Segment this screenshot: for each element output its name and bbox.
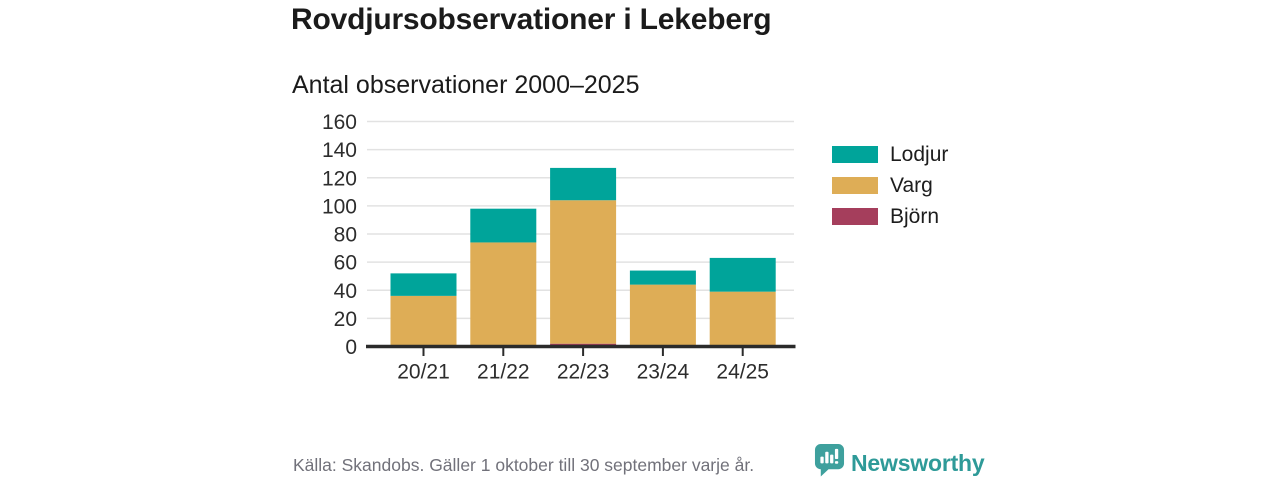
x-axis-tick-label: 20/21 bbox=[397, 361, 450, 384]
bar-segment-varg bbox=[629, 284, 696, 347]
legend-swatch-varg bbox=[832, 177, 878, 194]
y-axis-tick-label: 140 bbox=[322, 139, 357, 162]
bar-segment-lodjur bbox=[629, 270, 696, 285]
y-axis-tick-label: 160 bbox=[322, 111, 357, 134]
bar-segment-lodjur bbox=[709, 257, 776, 292]
bar-segment-varg bbox=[550, 200, 617, 344]
bar-segment-varg bbox=[709, 291, 776, 347]
y-axis-tick-label: 120 bbox=[322, 167, 357, 190]
source-note: Källa: Skandobs. Gäller 1 oktober till 3… bbox=[293, 455, 755, 475]
chart-title: Rovdjursobservationer i Lekeberg bbox=[291, 3, 772, 36]
legend-swatch-bjorn bbox=[832, 208, 878, 225]
legend-label-bjorn: Björn bbox=[890, 205, 940, 228]
y-axis-tick-label: 20 bbox=[334, 308, 357, 331]
x-axis-tick-label: 22/23 bbox=[557, 361, 610, 384]
chart-subtitle: Antal observationer 2000–2025 bbox=[292, 71, 640, 99]
legend-label-lodjur: Lodjur bbox=[890, 143, 949, 166]
x-axis-tick-label: 23/24 bbox=[637, 361, 690, 384]
x-axis-tick-label: 24/25 bbox=[716, 361, 769, 384]
brand-name: Newsworthy bbox=[851, 450, 985, 476]
bar-segment-lodjur bbox=[390, 273, 457, 296]
legend-item-bjorn: Björn bbox=[832, 201, 948, 232]
y-axis-tick-label: 100 bbox=[322, 195, 357, 218]
bar-segment-varg bbox=[390, 295, 457, 347]
bar-segment-lodjur bbox=[470, 208, 537, 243]
y-axis-tick-label: 80 bbox=[334, 224, 357, 247]
legend-item-lodjur: Lodjur bbox=[832, 139, 948, 170]
legend-swatch-lodjur bbox=[832, 146, 878, 163]
y-axis-tick-label: 60 bbox=[334, 252, 357, 275]
legend: Lodjur Varg Björn bbox=[832, 139, 948, 232]
x-axis-tick-label: 21/22 bbox=[477, 361, 530, 384]
bar-segment-lodjur bbox=[550, 167, 617, 201]
newsworthy-logo-icon bbox=[814, 444, 845, 477]
legend-label-varg: Varg bbox=[890, 174, 933, 197]
y-axis-tick-label: 0 bbox=[345, 336, 357, 359]
y-axis-tick-label: 40 bbox=[334, 280, 357, 303]
legend-item-varg: Varg bbox=[832, 170, 948, 201]
bar-segment-varg bbox=[470, 242, 537, 346]
